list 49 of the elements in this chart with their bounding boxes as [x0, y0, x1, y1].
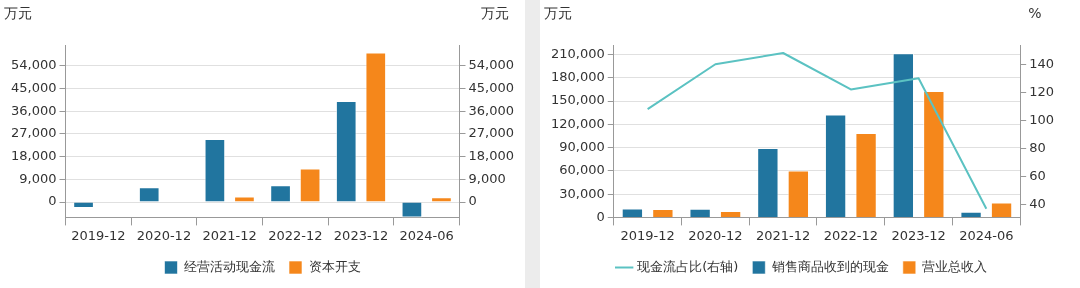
y2-axis-title: %	[1028, 4, 1042, 21]
x-tick-label: 2023-12	[333, 227, 389, 243]
y2-tick-label: 27,000	[468, 125, 515, 141]
y-tick-label: 90,000	[559, 139, 605, 155]
x-tick-label: 2019-12	[71, 227, 126, 243]
y2-tick-label: 60	[1029, 167, 1046, 183]
x-tick-label: 2023-12	[891, 227, 946, 243]
y-tick-label: 54,000	[10, 57, 57, 73]
y-tick-label: 120,000	[550, 115, 605, 131]
y2-tick-label: 36,000	[468, 102, 515, 118]
legend-label: 现金流占比(右轴)	[637, 258, 739, 274]
y-tick-label: 180,000	[550, 69, 605, 85]
y2-tick-label: 40	[1029, 195, 1046, 211]
y2-tick-label: 100	[1029, 111, 1055, 127]
x-tick-label: 2020-12	[136, 227, 192, 243]
legend-label: 销售商品收到的现金	[770, 258, 889, 274]
x-tick-label: 2024-06	[959, 227, 1014, 243]
y-tick-label: 36,000	[10, 102, 57, 118]
y-tick-label: 60,000	[559, 162, 605, 178]
y2-tick-label: 0	[468, 193, 477, 209]
y2-tick-label: 18,000	[468, 147, 515, 163]
y2-tick-label: 120	[1029, 83, 1055, 99]
x-tick-label: 2021-12	[202, 227, 257, 243]
y-tick-label: 0	[48, 193, 57, 209]
y-tick-label: 30,000	[559, 185, 605, 201]
x-tick-label: 2024-06	[399, 227, 454, 243]
x-tick-label: 2022-12	[823, 227, 879, 243]
y2-tick-label: 9,000	[468, 170, 506, 186]
y2-tick-label: 54,000	[468, 57, 515, 73]
y-axis-title: 万元	[544, 4, 572, 21]
legend-label: 营业总收入	[922, 258, 988, 274]
y-tick-label: 27,000	[10, 125, 57, 141]
y-tick-label: 45,000	[10, 79, 57, 95]
x-tick-label: 2021-12	[755, 227, 811, 243]
y-axis-title: 万元	[4, 4, 32, 21]
x-tick-label: 2022-12	[268, 227, 323, 243]
y2-axis-title: 万元	[481, 4, 509, 21]
legend-label: 经营活动现金流	[184, 258, 275, 274]
y2-tick-label: 45,000	[468, 79, 515, 95]
y-tick-label: 150,000	[550, 92, 605, 108]
y-tick-label: 210,000	[550, 45, 605, 61]
y2-tick-label: 140	[1029, 55, 1055, 71]
x-tick-label: 2020-12	[688, 227, 743, 243]
y-tick-label: 9,000	[19, 170, 57, 186]
x-tick-label: 2019-12	[620, 227, 675, 243]
y2-tick-label: 80	[1029, 139, 1046, 155]
y-tick-label: 0	[596, 208, 605, 224]
y-tick-label: 18,000	[10, 147, 57, 163]
legend-label: 资本开支	[308, 258, 361, 274]
